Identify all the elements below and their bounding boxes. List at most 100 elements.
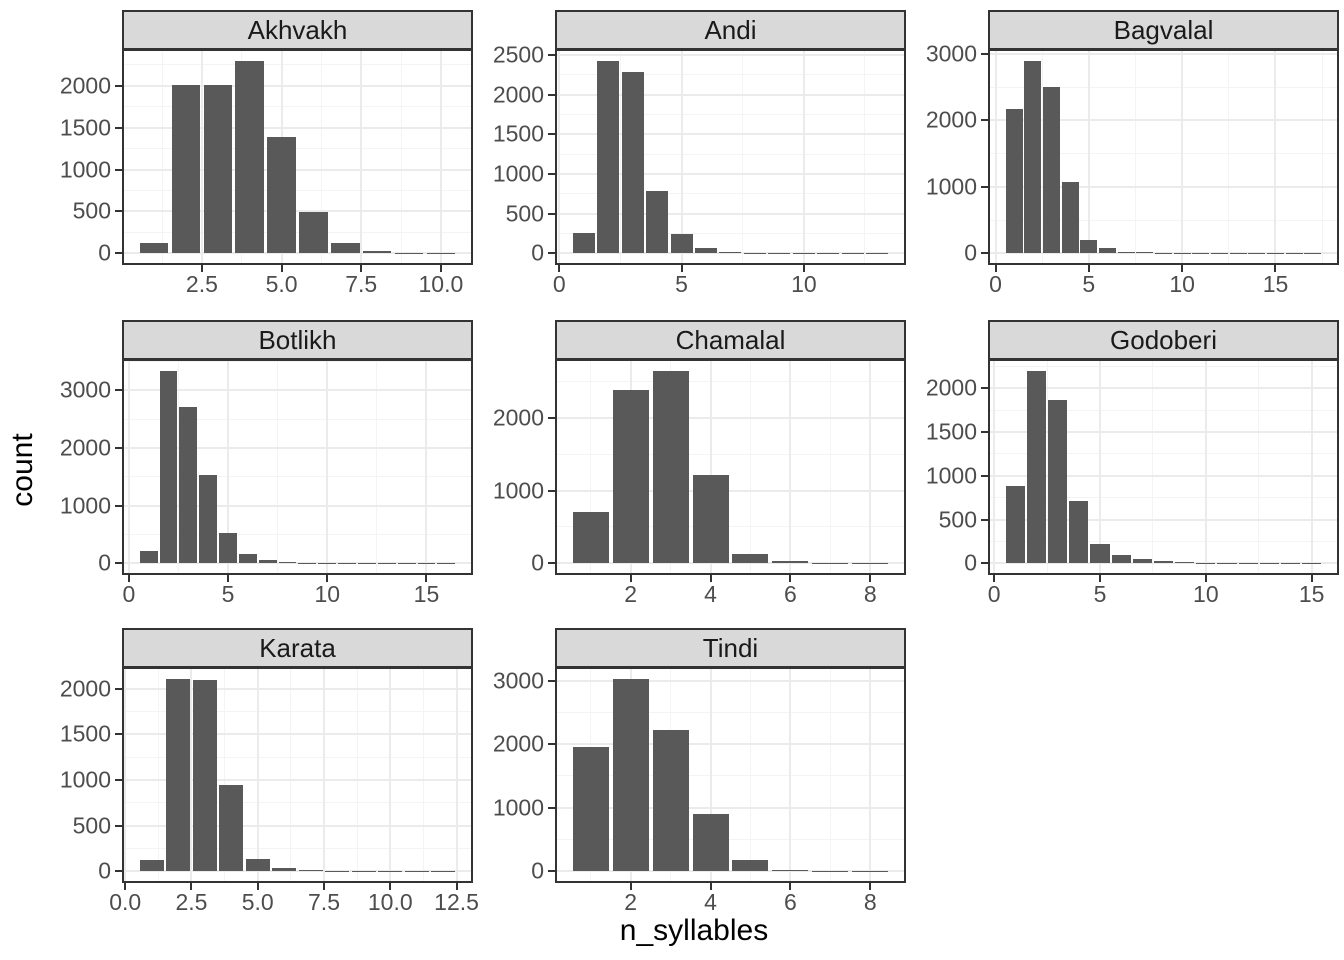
gridline-minor-y (124, 361, 471, 362)
y-tick-label: 1000 (492, 794, 544, 821)
y-tick-label: 500 (505, 200, 544, 227)
y-tick-mark (548, 562, 555, 565)
y-tick-label: 1500 (59, 720, 111, 747)
histogram-bar (572, 747, 609, 872)
x-tick-mark (994, 265, 997, 272)
gridline-minor-x (742, 51, 744, 263)
gridline-major-y (990, 474, 1337, 477)
gridline-major-x (993, 361, 996, 573)
gridline-minor-y (990, 365, 1337, 367)
gridline-minor-y (557, 74, 904, 76)
gridline-minor-x (1258, 361, 1260, 573)
y-tick-label: 2500 (492, 41, 544, 68)
gridline-major-x (323, 669, 325, 881)
histogram-bar (1153, 561, 1174, 564)
gridline-major-x (1087, 51, 1090, 263)
y-tick-label: 2000 (59, 434, 111, 461)
gridline-major-x (1181, 51, 1184, 263)
histogram-bar (235, 60, 265, 254)
x-tick-label: 0.0 (109, 889, 142, 915)
y-tick-mark (981, 52, 988, 55)
histogram-bar (572, 512, 609, 564)
y-tick-mark (115, 168, 122, 171)
y-axis: 0 1000 2000 3000 (477, 628, 555, 884)
gridline-major-y (124, 779, 471, 782)
plot-panel (988, 49, 1339, 265)
gridline-minor-x (749, 361, 751, 573)
histogram-bar (258, 559, 277, 564)
gridline-major-y (557, 173, 904, 176)
x-tick-label: 15 (1262, 271, 1289, 297)
histogram-bar (219, 533, 237, 564)
x-tick-mark (256, 883, 259, 890)
x-tick-label: 2 (624, 889, 638, 915)
facet-cell-andi: 0 500 1000 1500 2000 2500 Andi 0 5 10 (477, 10, 910, 320)
plot-column: Karata 0.0 2.5 5.0 7.5 10.0 12.5 (109, 628, 479, 928)
plot-panel (988, 359, 1339, 575)
histogram-bar (139, 859, 164, 872)
histogram-bar (772, 561, 809, 564)
x-axis: 0 5 10 15 (122, 575, 473, 607)
y-tick-mark (115, 870, 122, 873)
x-tick-label: 6 (783, 889, 797, 915)
gridline-minor-y (557, 711, 904, 713)
gridline-minor-x (177, 361, 179, 573)
y-axis: 0 500 1000 1500 2000 (910, 320, 988, 576)
gridline-minor-y (124, 106, 471, 108)
x-tick-mark (802, 265, 805, 272)
x-tick-mark (200, 265, 203, 272)
y-tick-mark (115, 252, 122, 255)
gridline-major-x (127, 361, 130, 573)
gridline-minor-x (590, 361, 592, 573)
x-tick-label: 10.0 (367, 889, 413, 915)
histogram-bar (1080, 240, 1098, 254)
gridline-major-y (557, 806, 904, 809)
gridline-minor-x (1152, 361, 1154, 573)
x-axis: 2.5 5.0 7.5 10.0 (122, 265, 473, 296)
histogram-bar (245, 858, 270, 872)
facet-cell-botlikh: 0 1000 2000 3000 Botlikh 0 5 10 15 (44, 320, 477, 628)
facet-cell-tindi: 0 1000 2000 3000 Tindi 2 4 6 8 (477, 628, 910, 928)
y-tick-mark (981, 474, 988, 477)
y-tick-label: 1500 (59, 114, 111, 141)
histogram-bar (692, 814, 729, 872)
x-tick-label: 2 (624, 581, 638, 607)
gridline-major-x (256, 669, 259, 881)
histogram-bar (1090, 544, 1110, 564)
y-tick-label: 2000 (492, 730, 544, 757)
histogram-bar (298, 562, 317, 564)
x-tick-mark (389, 883, 392, 890)
plot-column: Tindi 2 4 6 8 (555, 628, 906, 928)
y-tick-mark (981, 119, 988, 122)
y-tick-mark (115, 504, 122, 507)
facet-cell-bagvalal: 0 1000 2000 3000 Bagvalal 0 5 10 15 (910, 10, 1343, 320)
gridline-major-x (200, 51, 203, 263)
histogram-bar (394, 252, 424, 254)
gridline-major-y (124, 126, 471, 129)
y-tick-label: 2000 (492, 404, 544, 431)
gridline-major-y (124, 562, 471, 565)
x-axis: 2 4 6 8 (555, 575, 906, 607)
x-tick-mark (124, 883, 127, 890)
histogram-bar (646, 191, 669, 254)
x-tick-mark (1274, 265, 1277, 272)
x-tick-mark (789, 883, 792, 890)
y-tick-label: 2000 (925, 374, 977, 401)
y-axis-title: count (6, 433, 39, 507)
plot-panel (555, 667, 906, 883)
gridline-major-y (557, 252, 904, 255)
gridline-major-x (1204, 361, 1207, 573)
x-tick-label: 7.5 (308, 889, 340, 915)
histogram-bar (621, 71, 644, 254)
facet-cell-godoberi: 0 500 1000 1500 2000 Godoberi 0 5 10 15 (910, 320, 1343, 628)
y-axis: 0 1000 2000 3000 (44, 320, 122, 576)
x-tick-label: 0 (122, 581, 136, 607)
gridline-minor-x (1228, 51, 1230, 263)
x-tick-label: 8 (863, 581, 877, 607)
gridline-minor-y (124, 847, 471, 849)
facet-grid: 0 500 1000 1500 2000 Akhvakh 2.5 5.0 7.5 10.0 0 500… (44, 10, 1343, 928)
gridline-minor-x (320, 51, 322, 263)
plot-panel (122, 667, 473, 883)
facet-strip-label: Botlikh (258, 325, 337, 355)
x-tick-label: 15 (413, 581, 440, 607)
